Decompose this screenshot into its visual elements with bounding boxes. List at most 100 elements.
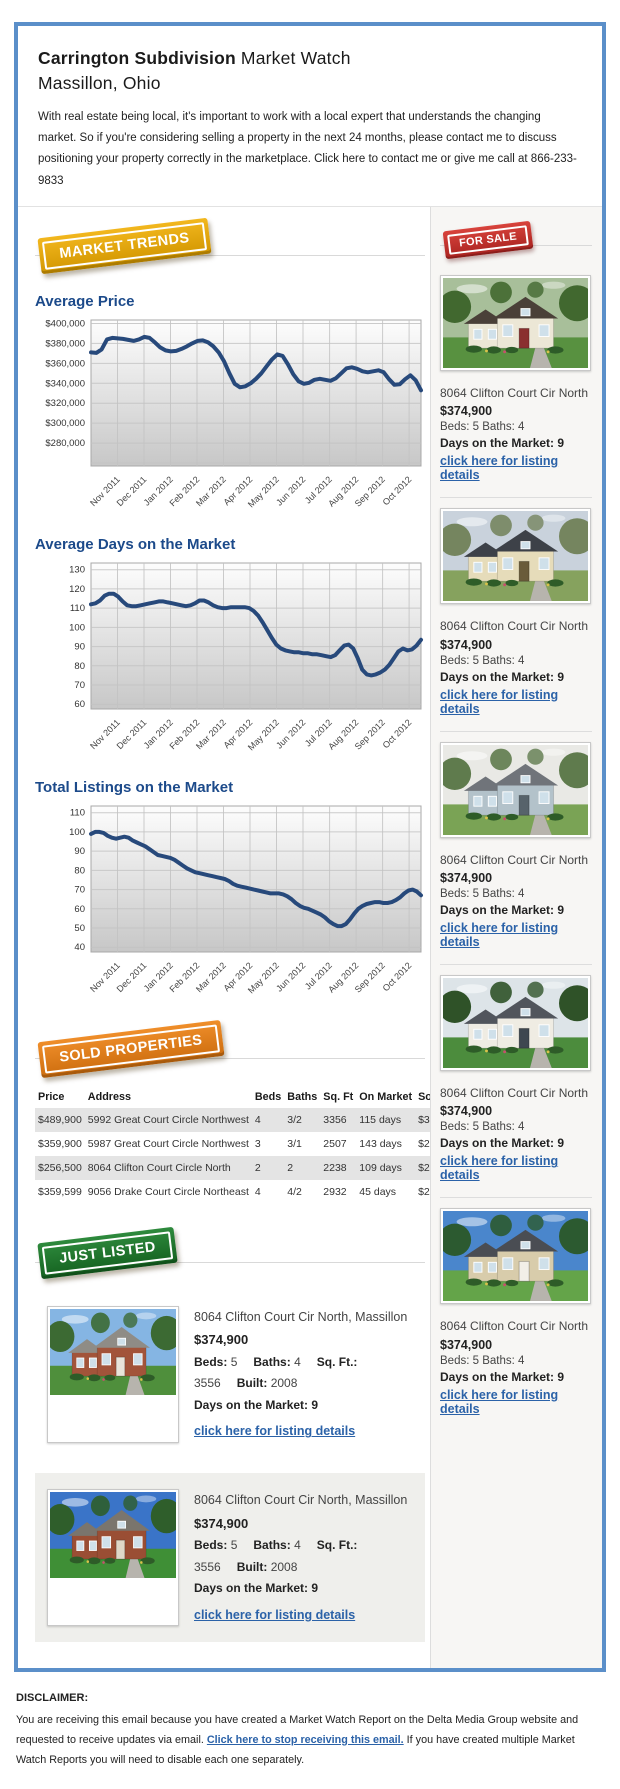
spec-built: Built: 2008 — [236, 1559, 298, 1574]
listing-days-on-market: Days on the Market: 9 — [440, 669, 565, 684]
for-sale-stamp: FOR SALE — [442, 220, 534, 260]
listing-address: 8064 Clifton Court Cir North — [440, 619, 589, 634]
chart-title-total-listings: Total Listings on the Market — [35, 778, 234, 796]
listing-details-link[interactable]: click here for listing details — [440, 1154, 559, 1183]
average-price-chart-canvas: $400,000 $380,000 $360,000 $340,000 $320,000… — [45, 318, 423, 509]
just-listed-card: 8064 Clifton Court Cir North, Massillon … — [35, 1473, 425, 1643]
listing-days-on-market: Days on the Market: 9 — [194, 1397, 319, 1412]
cell-price: $256,500 — [35, 1155, 85, 1180]
cell-baths: 4/2 — [287, 1185, 302, 1198]
cell-price: $359,599 — [38, 1185, 82, 1198]
cell-price: $489,900 — [35, 1107, 85, 1132]
svg-text:120: 120 — [69, 584, 85, 595]
svg-text:$280,000: $280,000 — [45, 438, 85, 449]
sold-properties-stamp-label: SOLD PROPERTIES — [41, 1024, 220, 1074]
listing-days-on-market: Days on the Market: 9 — [440, 1136, 565, 1151]
divider — [35, 1261, 425, 1263]
listing-days-on-market: Days on the Market: 9 — [440, 1369, 565, 1384]
cell-sqft: 2932 — [323, 1185, 347, 1198]
house-photo-illustration — [443, 744, 588, 835]
cell-address: 5992 Great Court Circle Northwest — [84, 1107, 252, 1132]
page-title-rest: Market Watch — [235, 48, 351, 68]
svg-text:130: 130 — [69, 565, 85, 576]
listing-beds-baths: Beds: 5 Baths: 4 — [440, 887, 525, 900]
listing-specs: Beds: 5 Baths: 4 Sq. Ft.: 3556 Built: 2008 — [194, 1352, 413, 1395]
spec-built: Built: 2008 — [236, 1376, 298, 1391]
table-row: $256,500 8064 Clifton Court Circle North… — [35, 1155, 474, 1180]
cell-baths: 3/2 — [284, 1107, 321, 1132]
chart-title-average-days: Average Days on the Market — [35, 535, 236, 553]
listing-photo — [440, 741, 591, 838]
listing-photo — [47, 1489, 179, 1627]
disclaimer-heading: DISCLAIMER: — [16, 1692, 89, 1705]
average-price-chart: Average Price $400,000 $380,000 $360,000 $3… — [35, 293, 425, 522]
svg-text:100: 100 — [69, 827, 85, 838]
listing-details-link[interactable]: click here for listing details — [440, 454, 559, 483]
listing-details-link[interactable]: click here for listing details — [194, 1424, 356, 1439]
listing-price: $374,900 — [440, 870, 493, 885]
col-on-market: On Market — [359, 1090, 413, 1103]
col-sqft: Sq. Ft — [323, 1090, 354, 1103]
svg-text:110: 110 — [70, 808, 85, 819]
listing-address: 8064 Clifton Court Cir North — [440, 1085, 589, 1100]
listing-details-link[interactable]: click here for listing details — [440, 920, 559, 949]
house-photo-illustration — [443, 277, 588, 368]
cell-on-market: 109 days — [356, 1155, 416, 1180]
for-sale-stamp-label: FOR SALE — [447, 225, 529, 255]
cell-baths: 3/1 — [287, 1137, 302, 1150]
listing-specs: Beds: 5 Baths: 4 Sq. Ft.: 3556 Built: 2008 — [194, 1535, 413, 1578]
intro-text: With real estate being local, it's impor… — [38, 110, 577, 187]
cell-on-market: 143 days — [359, 1137, 402, 1150]
cell-beds: 3 — [254, 1137, 261, 1150]
for-sale-listing-card: 8064 Clifton Court Cir North $374,900 Be… — [440, 1198, 592, 1430]
for-sale-listing-card: 8064 Clifton Court Cir North $374,900 Be… — [440, 732, 592, 965]
listing-days-on-market: Days on the Market: 9 — [440, 902, 565, 917]
just-listed-card-text: 8064 Clifton Court Cir North, Massillon … — [194, 1306, 413, 1443]
svg-text:60: 60 — [74, 904, 85, 915]
listing-details-link[interactable]: click here for listing details — [194, 1607, 356, 1622]
listing-photo — [47, 1305, 179, 1444]
unsubscribe-link[interactable]: Click here to stop receiving this email. — [206, 1733, 404, 1746]
svg-text:90: 90 — [74, 846, 85, 857]
for-sale-sidebar: FOR SALE 8064 Clifton Court Cir North $3… — [430, 206, 602, 1669]
disclaimer: DISCLAIMER: You are receiving this email… — [0, 1684, 620, 1788]
listing-details-link[interactable]: click here for listing details — [440, 1387, 559, 1416]
svg-text:$400,000: $400,000 — [45, 318, 85, 329]
svg-text:70: 70 — [74, 680, 85, 691]
listing-beds-baths: Beds: 5 Baths: 4 — [440, 421, 525, 434]
listing-price: $374,900 — [440, 1104, 493, 1119]
market-trends-header: MARKET TRENDS — [35, 217, 425, 279]
cell-price: $359,900 — [38, 1137, 82, 1150]
svg-text:Jun 2012: Jun 2012 — [274, 960, 307, 993]
col-beds: Beds — [254, 1090, 282, 1103]
listing-photo — [440, 1208, 591, 1305]
svg-text:$380,000: $380,000 — [45, 338, 85, 349]
table-row: $359,599 9056 Drake Court Circle Northea… — [35, 1180, 474, 1204]
spec-sqft: Sq. Ft.: 3556 — [194, 1537, 358, 1574]
cell-address: 8064 Clifton Court Circle North — [84, 1155, 252, 1180]
average-days-chart: Average Days on the Market 130 120 110 100 9… — [35, 536, 425, 765]
spec-sqft: Sq. Ft.: 3556 — [194, 1354, 358, 1391]
sold-properties-header: SOLD PROPERTIES — [35, 1019, 425, 1082]
listing-address: 8064 Clifton Court Cir North — [440, 1319, 589, 1334]
listing-days-on-market: Days on the Market: 9 — [194, 1581, 319, 1596]
page-title-bold: Carrington Subdivision — [38, 48, 236, 68]
cell-address: 9056 Drake Court Circle Northeast — [87, 1185, 249, 1198]
listing-details-link[interactable]: click here for listing details — [440, 687, 559, 716]
cell-baths: 2 — [284, 1155, 321, 1180]
for-sale-header: FOR SALE — [440, 220, 592, 263]
svg-text:50: 50 — [74, 923, 85, 934]
divider — [35, 254, 425, 256]
listing-price: $374,900 — [194, 1332, 249, 1348]
svg-text:Oct 2012: Oct 2012 — [381, 474, 414, 507]
listing-photo — [440, 508, 591, 605]
just-listed-card: 8064 Clifton Court Cir North, Massillon … — [35, 1290, 425, 1459]
just-listed-stamp-label: JUST LISTED — [41, 1231, 174, 1275]
col-price: Price — [38, 1090, 65, 1103]
svg-text:80: 80 — [74, 661, 85, 672]
just-listed-card-text: 8064 Clifton Court Cir North, Massillon … — [194, 1489, 413, 1626]
spec-beds: Beds: 5 — [194, 1354, 238, 1369]
listing-beds-baths: Beds: 5 Baths: 4 — [440, 1121, 525, 1134]
cell-beds: 4 — [254, 1185, 261, 1198]
svg-text:90: 90 — [74, 641, 85, 652]
